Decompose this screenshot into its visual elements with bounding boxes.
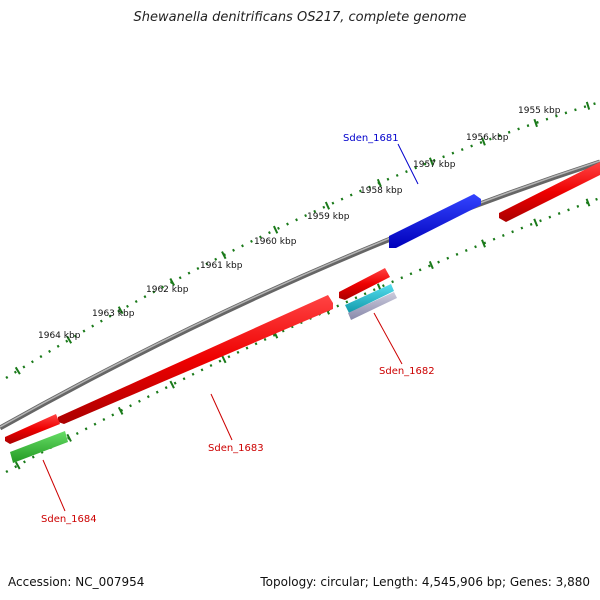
gene-label-sden-1681: Sden_1681 [343,133,399,144]
outer-major-tick [585,101,591,110]
inner-major-tick [533,218,539,227]
inner-tick-ring [5,196,600,474]
feature-cyan[interactable] [345,284,394,313]
gene-left-red[interactable] [5,414,60,444]
tick-label-1962: 1962 kbp [146,285,189,295]
tick-labels: 1955 kbp 1956 kbp 1957 kbp 1958 kbp 1959… [38,106,561,341]
outer-major-tick [117,306,124,315]
outer-major-tick [221,251,227,260]
feature-green[interactable] [10,431,68,463]
tick-label-1961: 1961 kbp [200,261,243,271]
outer-major-tick [376,178,382,187]
gene-right-partial[interactable] [499,162,600,222]
gene-sden-1683[interactable] [58,295,333,424]
outer-major-tick [66,335,73,344]
gene-label-sden-1682: Sden_1682 [379,366,435,377]
outer-major-tick [14,366,21,375]
outer-major-tick [481,137,486,146]
outer-major-tick [324,201,331,210]
tick-label-1958: 1958 kbp [360,186,403,196]
outer-major-tick [169,278,175,286]
inner-major-tick [585,198,591,207]
genome-summary-text: Topology: circular; Length: 4,545,906 bp… [260,575,590,589]
outer-major-tick [272,225,279,234]
tick-label-1957: 1957 kbp [413,160,456,170]
inner-major-ticks [14,198,591,470]
tick-label-1959: 1959 kbp [307,212,350,222]
inner-major-tick [66,433,72,442]
leader-sden-1681 [397,143,419,185]
tick-label-1964: 1964 kbp [38,331,81,341]
leader-sden-1683 [210,393,233,441]
outer-tick-ring [5,100,600,380]
tick-label-1960: 1960 kbp [254,237,297,247]
genome-backbone-highlight [0,160,600,428]
outer-major-tick [533,118,538,128]
tick-label-1956: 1956 kbp [466,133,509,143]
leader-sden-1684 [42,459,66,512]
outer-major-ticks [14,101,591,375]
gene-sden-1681[interactable] [389,194,481,248]
gene-label-sden-1684: Sden_1684 [41,514,97,525]
genome-backbone [0,159,600,431]
inner-major-tick [481,239,486,248]
genome-title: Shewanella denitrificans OS217, complete… [133,10,467,25]
outer-major-tick [428,157,434,166]
inner-major-tick [428,261,434,270]
inner-major-tick [14,461,21,470]
inner-major-tick [221,355,227,364]
feature-grey[interactable] [348,292,397,320]
accession-text: Accession: NC_007954 [8,575,145,589]
tick-label-1955: 1955 kbp [518,106,561,116]
gene-label-sden-1683: Sden_1683 [208,443,264,454]
gene-sden-1682[interactable] [339,268,390,300]
inner-major-tick [117,406,124,415]
leader-sden-1682 [373,312,403,365]
inner-major-tick [169,380,175,389]
tick-label-1963: 1963 kbp [92,309,135,319]
